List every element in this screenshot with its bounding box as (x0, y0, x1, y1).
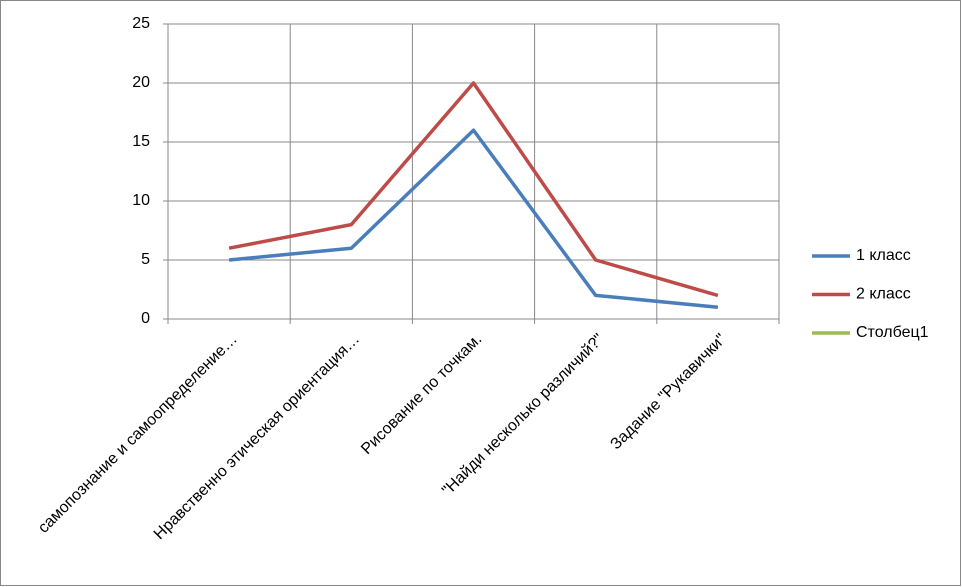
legend-label: 1 класс (856, 247, 911, 264)
y-tick-label: 10 (132, 192, 150, 209)
y-tick-label: 20 (132, 74, 150, 91)
legend-label: Столбец1 (856, 324, 929, 341)
y-tick-label: 5 (141, 251, 150, 268)
series-line (228, 81, 719, 298)
y-tick-label: 0 (141, 310, 150, 327)
y-tick-label: 25 (132, 15, 150, 32)
legend-label: 2 класс (856, 286, 911, 303)
series-line (228, 128, 719, 309)
y-tick-label: 15 (132, 133, 150, 150)
